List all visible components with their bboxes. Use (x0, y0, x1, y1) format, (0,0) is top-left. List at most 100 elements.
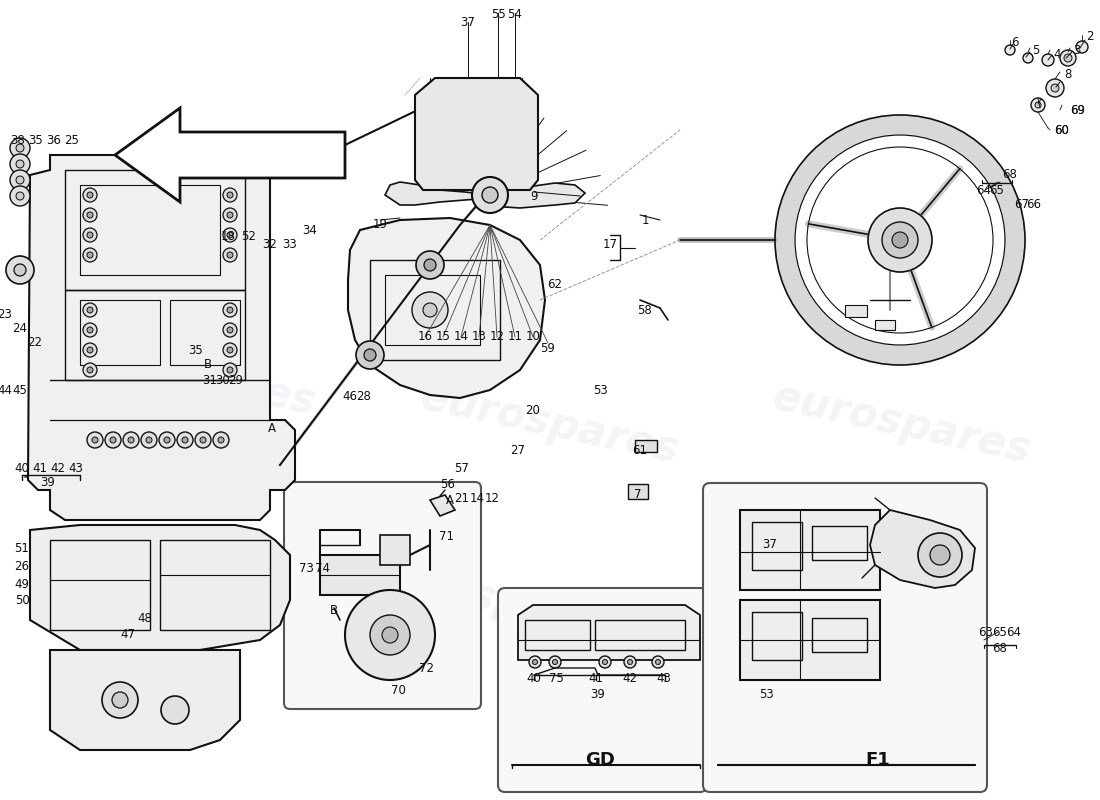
Text: 62: 62 (548, 278, 562, 291)
FancyBboxPatch shape (703, 483, 987, 792)
Bar (525, 620, 590, 650)
Text: 73: 73 (298, 562, 314, 574)
Text: GD: GD (585, 751, 615, 769)
Bar (80, 185, 220, 275)
Text: 36: 36 (46, 134, 62, 146)
Text: 39: 39 (41, 477, 55, 490)
Circle shape (128, 437, 134, 443)
Text: 59: 59 (540, 342, 556, 354)
Text: 18: 18 (221, 230, 235, 243)
Text: 71: 71 (440, 530, 454, 542)
Circle shape (223, 363, 236, 377)
Circle shape (87, 232, 94, 238)
Circle shape (603, 659, 607, 665)
Text: 39: 39 (591, 689, 605, 702)
Text: 2: 2 (1087, 30, 1093, 42)
Text: 42: 42 (51, 462, 66, 474)
Text: 66: 66 (1026, 198, 1042, 211)
Bar (740, 510, 880, 590)
Polygon shape (274, 184, 496, 471)
Text: 24: 24 (12, 322, 28, 334)
Text: eurospares: eurospares (54, 328, 320, 424)
Circle shape (1060, 50, 1076, 66)
Text: 44: 44 (0, 383, 12, 397)
Circle shape (412, 292, 448, 328)
Circle shape (482, 187, 498, 203)
Text: 16: 16 (418, 330, 432, 343)
Polygon shape (776, 115, 1025, 365)
Bar (170, 300, 240, 365)
Text: 64: 64 (1006, 626, 1022, 638)
Circle shape (223, 248, 236, 262)
Text: 46: 46 (342, 390, 358, 403)
FancyBboxPatch shape (498, 588, 707, 792)
Text: 43: 43 (657, 671, 671, 685)
Circle shape (16, 160, 24, 168)
Circle shape (652, 656, 664, 668)
Bar (320, 555, 400, 595)
Text: 52: 52 (242, 230, 256, 243)
Polygon shape (518, 605, 700, 660)
Bar (80, 300, 160, 365)
Text: 45: 45 (12, 383, 28, 397)
Text: 23: 23 (0, 309, 12, 322)
Text: 41: 41 (588, 671, 604, 685)
Text: 61: 61 (632, 443, 648, 457)
Circle shape (1050, 84, 1059, 92)
Circle shape (92, 437, 98, 443)
FancyBboxPatch shape (284, 482, 481, 709)
Text: 43: 43 (68, 462, 84, 474)
Circle shape (82, 208, 97, 222)
Text: 33: 33 (283, 238, 297, 250)
Text: 40: 40 (14, 462, 30, 474)
Polygon shape (30, 525, 290, 650)
Circle shape (87, 307, 94, 313)
Circle shape (164, 437, 170, 443)
Text: 65: 65 (992, 626, 1008, 638)
Circle shape (529, 656, 541, 668)
Circle shape (82, 248, 97, 262)
Circle shape (110, 437, 115, 443)
Circle shape (82, 363, 97, 377)
Text: 67: 67 (1014, 198, 1030, 211)
Text: 55: 55 (491, 7, 505, 21)
Circle shape (182, 437, 188, 443)
Text: 38: 38 (11, 134, 25, 146)
Bar (160, 540, 270, 630)
Text: 4: 4 (1054, 49, 1060, 62)
Circle shape (87, 252, 94, 258)
Bar (65, 170, 245, 290)
Bar (385, 275, 480, 345)
Text: 32: 32 (263, 238, 277, 250)
Text: 56: 56 (441, 478, 455, 490)
Bar (812, 618, 867, 652)
Text: 30: 30 (216, 374, 230, 386)
Circle shape (177, 432, 192, 448)
Circle shape (472, 177, 508, 213)
Text: A: A (268, 422, 276, 434)
Circle shape (87, 212, 94, 218)
Circle shape (123, 432, 139, 448)
Circle shape (624, 656, 636, 668)
Circle shape (200, 437, 206, 443)
Circle shape (1035, 102, 1041, 108)
Circle shape (549, 656, 561, 668)
Text: 54: 54 (507, 7, 522, 21)
Circle shape (141, 432, 157, 448)
Text: 7: 7 (635, 489, 641, 502)
Bar (65, 290, 245, 380)
Circle shape (146, 437, 152, 443)
Text: 12: 12 (484, 491, 499, 505)
Text: 60: 60 (1055, 123, 1069, 137)
Text: 42: 42 (623, 671, 638, 685)
Circle shape (223, 228, 236, 242)
Text: 51: 51 (14, 542, 30, 554)
Polygon shape (116, 108, 345, 202)
Text: 70: 70 (390, 683, 406, 697)
Text: 22: 22 (28, 335, 43, 349)
Circle shape (424, 303, 437, 317)
Circle shape (6, 256, 34, 284)
Circle shape (382, 627, 398, 643)
Text: 74: 74 (315, 562, 330, 574)
Circle shape (892, 232, 907, 248)
